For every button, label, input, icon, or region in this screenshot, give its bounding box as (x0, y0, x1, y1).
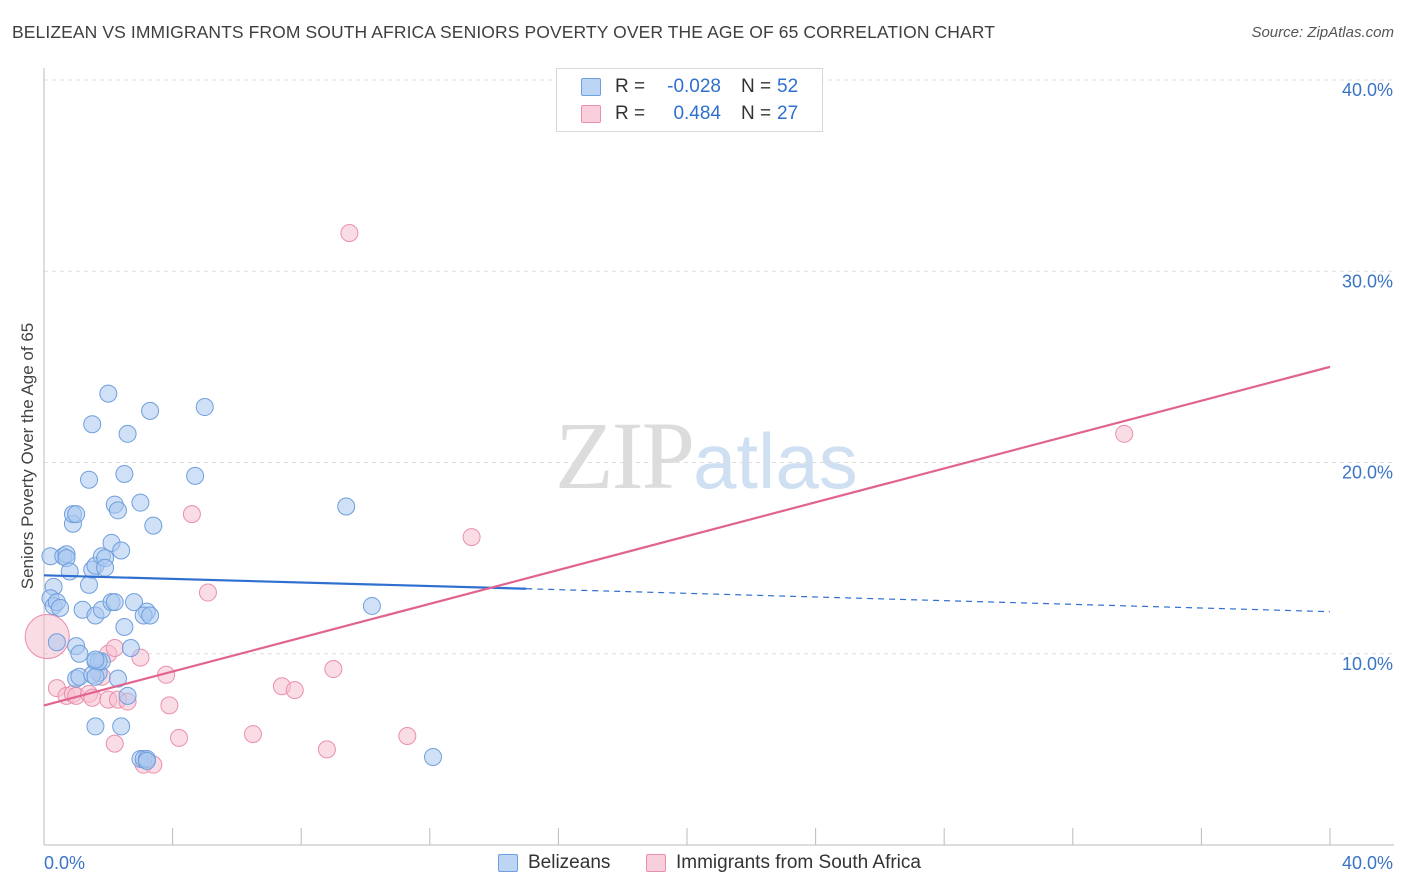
point-belizeans (108, 669, 127, 688)
point-belizeans (70, 644, 89, 663)
legend-swatch-blue (498, 854, 518, 872)
point-belizeans (118, 424, 137, 443)
point-south-africa (182, 505, 201, 524)
point-belizeans (362, 596, 381, 615)
point-belizeans (115, 617, 134, 636)
legend-swatch-pink (646, 854, 666, 872)
watermark-atlas: atlas (693, 417, 858, 505)
point-belizeans (86, 667, 105, 686)
point-belizeans (112, 717, 131, 736)
x-tick-label: 0.0% (44, 853, 85, 873)
legend-r-label: R = (615, 76, 646, 97)
point-belizeans (99, 384, 118, 403)
legend-item-label: Immigrants from South Africa (676, 852, 921, 873)
source-credit: Source: ZipAtlas.com (1251, 24, 1394, 41)
legend-item-belizeans[interactable]: Belizeans (498, 852, 610, 874)
legend-n-label: N = (741, 76, 772, 97)
point-belizeans (83, 415, 102, 434)
point-belizeans (121, 639, 140, 658)
point-belizeans (337, 497, 356, 516)
legend-r-value: -0.028 (667, 76, 721, 97)
legend-n-label: N = (741, 103, 772, 124)
y-tick-label: 10.0% (1342, 654, 1393, 674)
point-belizeans (141, 606, 160, 625)
point-belizeans (115, 464, 134, 483)
point-belizeans (131, 493, 150, 512)
y-tick-label: 40.0% (1342, 80, 1393, 100)
trend-line-south-africa (43, 365, 1331, 707)
point-south-africa (105, 639, 124, 658)
legend-row-belizeans: R = -0.028 N = 52 (581, 75, 798, 99)
point-belizeans (105, 593, 124, 612)
legend-swatch-pink (581, 105, 601, 123)
y-tick-label: 30.0% (1342, 271, 1393, 291)
point-south-africa (324, 660, 343, 679)
x-tick-label: 40.0% (1342, 853, 1393, 873)
point-belizeans (144, 516, 163, 535)
point-belizeans (137, 751, 156, 770)
legend-item-label: Belizeans (528, 852, 611, 873)
point-south-africa (170, 728, 189, 747)
correlation-legend: R = -0.028 N = 52 R = 0.484 N = 27 (556, 68, 823, 132)
point-south-africa (160, 696, 179, 715)
point-belizeans (141, 401, 160, 420)
point-south-africa (198, 583, 217, 602)
point-south-africa (317, 740, 336, 759)
point-belizeans (118, 686, 137, 705)
point-south-africa (462, 528, 481, 547)
point-belizeans (195, 398, 214, 417)
point-south-africa (340, 224, 359, 242)
point-belizeans (80, 470, 99, 489)
trend-line-belizeans-extension (526, 588, 1331, 613)
trend-line-belizeans (43, 574, 527, 590)
legend-n-value: 27 (777, 103, 799, 124)
point-belizeans (86, 650, 105, 669)
y-axis-label: Seniors Poverty Over the Age of 65 (18, 322, 37, 590)
y-tick-label: 20.0% (1342, 463, 1393, 483)
point-south-africa (285, 681, 304, 700)
watermark-zip: ZIP (555, 402, 695, 509)
point-belizeans (67, 505, 86, 524)
point-belizeans (51, 598, 70, 617)
legend-r-value: 0.484 (673, 103, 721, 124)
point-belizeans (80, 575, 99, 594)
point-belizeans (108, 501, 127, 520)
point-belizeans (112, 541, 131, 560)
point-belizeans (424, 748, 443, 767)
point-belizeans (186, 466, 205, 485)
point-belizeans (60, 562, 79, 581)
point-south-africa (243, 725, 262, 744)
point-belizeans (125, 593, 144, 612)
point-south-africa (398, 726, 417, 745)
series-legend: Belizeans Immigrants from South Africa (0, 852, 1406, 878)
legend-r-label: R = (615, 103, 646, 124)
point-belizeans (47, 633, 66, 652)
legend-n-value: 52 (777, 76, 799, 97)
watermark: ZIPatlas (555, 400, 858, 511)
point-south-africa (1115, 424, 1134, 443)
legend-row-south-africa: R = 0.484 N = 27 (581, 102, 798, 126)
point-belizeans (86, 717, 105, 736)
chart-title: BELIZEAN VS IMMIGRANTS FROM SOUTH AFRICA… (12, 22, 996, 42)
legend-swatch-blue (581, 78, 601, 96)
point-south-africa (105, 734, 124, 753)
point-belizeans (96, 558, 115, 577)
legend-item-south-africa[interactable]: Immigrants from South Africa (646, 852, 921, 874)
